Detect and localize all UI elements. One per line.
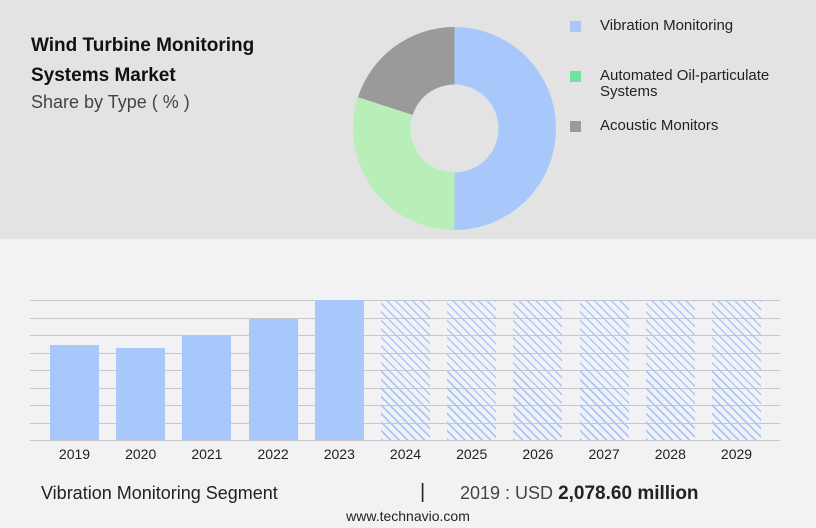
chart-subtitle: Share by Type ( % ) (31, 92, 190, 112)
bar-2020 (116, 348, 166, 440)
segment-value: 2019 : USD 2,078.60 million (460, 483, 699, 504)
bar-2026 (513, 300, 563, 440)
bar-2023 (314, 300, 364, 440)
separator: | (420, 481, 426, 503)
legend-swatch (570, 71, 581, 82)
bar-2022 (248, 319, 298, 440)
x-axis-label: 2019 (58, 446, 91, 462)
donut-slice (454, 27, 556, 230)
x-axis-label: 2026 (522, 446, 554, 462)
bar-2025 (447, 300, 497, 440)
bar-chart (30, 300, 780, 441)
x-axis-label: 2023 (323, 446, 355, 462)
x-axis-label: 2022 (257, 446, 289, 462)
bar-2027 (579, 300, 629, 440)
x-axis-label: 2020 (125, 446, 157, 462)
x-axis-label: 2029 (720, 446, 753, 462)
source-url: www.technavio.com (346, 508, 470, 524)
segment-label: Vibration Monitoring Segment (41, 483, 278, 503)
gridline (30, 440, 780, 441)
x-axis-label: 2021 (191, 446, 223, 462)
x-axis-label: 2028 (654, 446, 686, 462)
bar-2021 (182, 335, 232, 440)
x-axis-label: 2024 (389, 446, 422, 462)
bar-2019 (50, 345, 99, 440)
legend-swatch (570, 121, 581, 132)
donut-chart (353, 27, 556, 230)
bar-2029 (712, 300, 761, 440)
x-axis-label: 2025 (456, 446, 488, 462)
legend-swatch (570, 21, 581, 32)
bar-2024 (381, 300, 430, 440)
x-axis-label: 2027 (588, 446, 620, 462)
page-title: Wind Turbine Monitoring Systems Market (31, 35, 255, 86)
bar-2028 (645, 300, 695, 440)
